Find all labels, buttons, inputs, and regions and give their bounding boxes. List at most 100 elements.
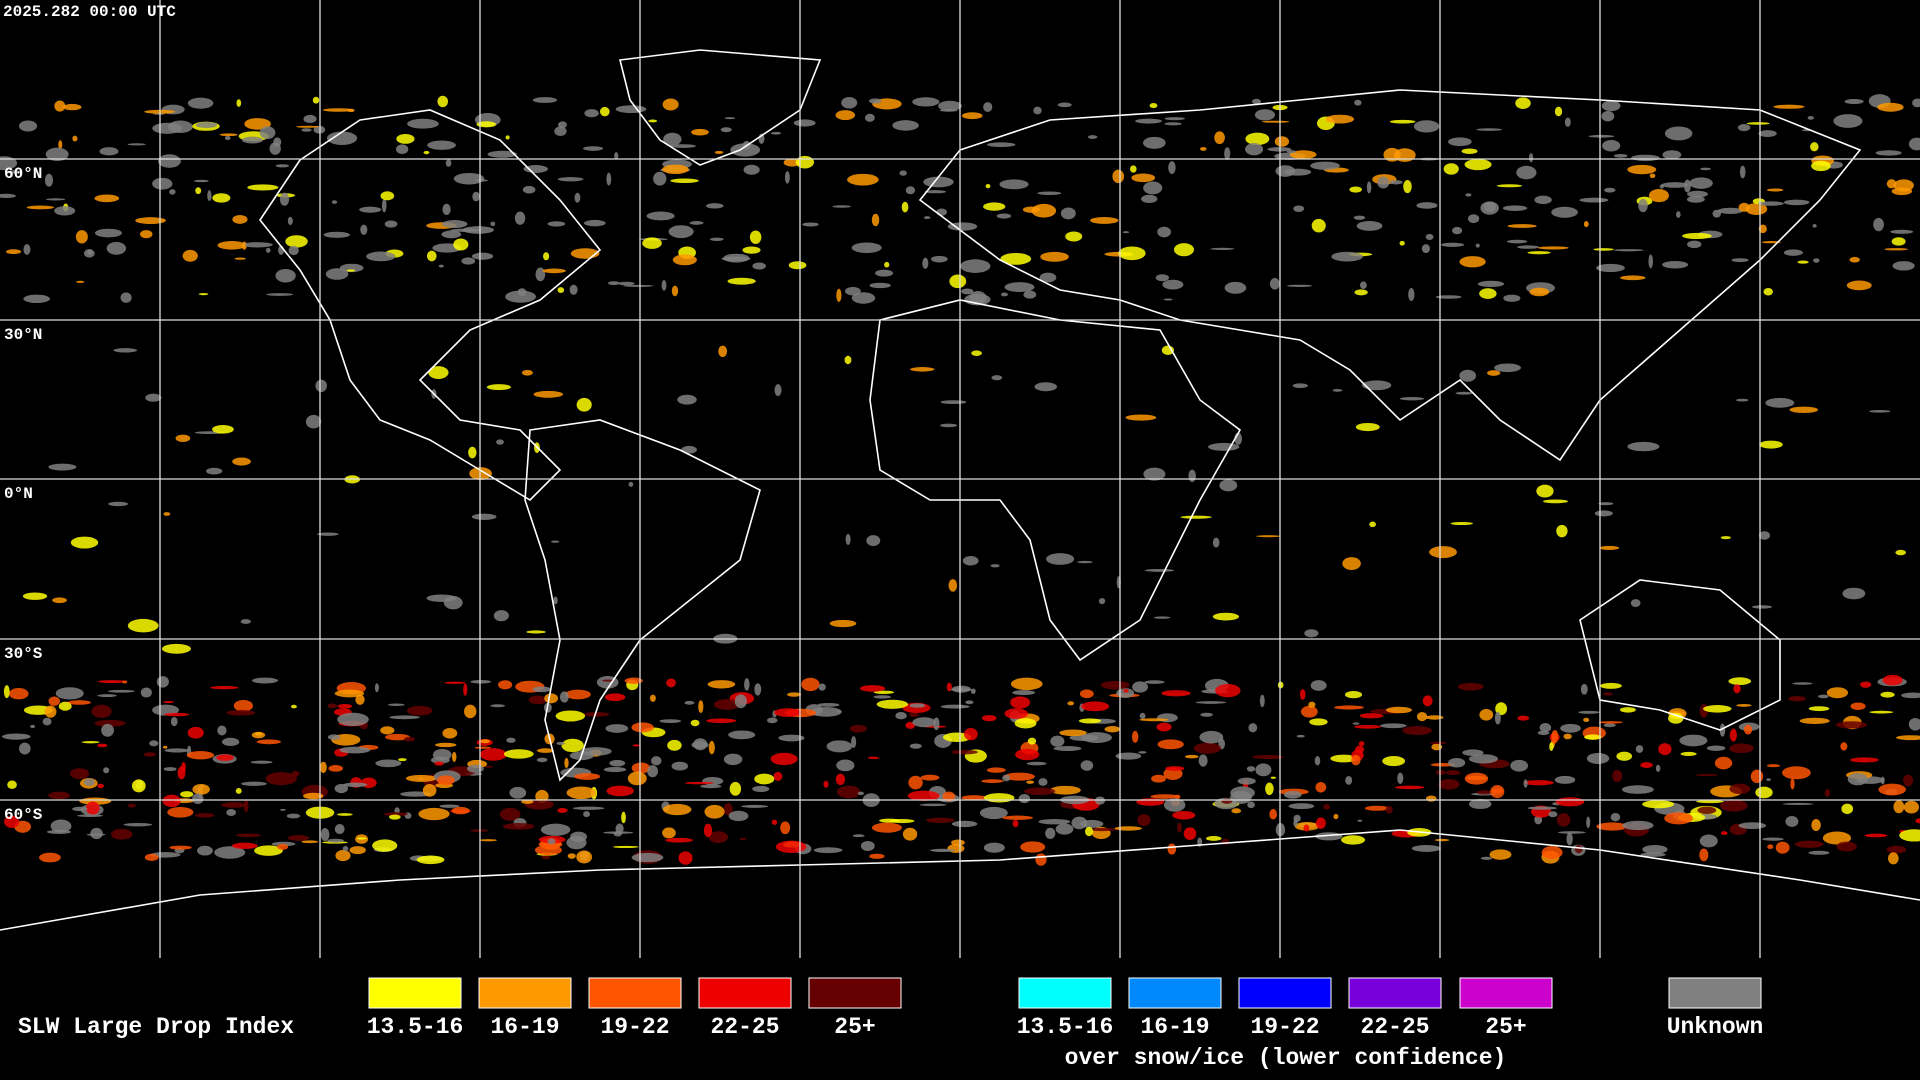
cloud-pixel: [1763, 287, 1773, 296]
cloud-pixel: [388, 814, 401, 820]
cloud-pixel: [0, 193, 16, 199]
cloud-pixel: [832, 205, 851, 208]
cloud-pixel: [4, 815, 20, 828]
coastline: [524, 419, 761, 782]
cloud-pixel: [48, 696, 60, 706]
cloud-pixel: [1627, 164, 1657, 175]
cloud-pixel: [97, 743, 108, 748]
cloud-pixel: [1903, 774, 1914, 787]
cloud-pixel: [671, 761, 689, 771]
latitude-label: 0°N: [4, 485, 33, 503]
cloud-pixel: [1046, 553, 1075, 565]
cloud-pixel: [1682, 232, 1712, 240]
cloud-pixel: [1435, 295, 1462, 299]
cloud-pixel: [1330, 754, 1358, 763]
cloud-pixel: [1783, 199, 1810, 206]
cloud-pixel: [198, 293, 209, 296]
cloud-pixel: [1662, 260, 1689, 269]
cloud-pixel: [1450, 521, 1473, 526]
cloud-pixel: [464, 704, 477, 719]
cloud-pixel: [1040, 251, 1069, 262]
cloud-pixel: [1354, 289, 1368, 296]
cloud-pixel: [693, 738, 708, 751]
cloud-pixel: [398, 758, 407, 762]
cloud-pixel: [729, 781, 742, 796]
cloud-pixel: [1383, 147, 1401, 162]
cloud-pixel: [1849, 256, 1860, 263]
cloud-pixel: [537, 748, 554, 753]
cloud-pixel: [899, 170, 907, 176]
cloud-pixel: [287, 834, 310, 841]
cloud-pixel: [108, 501, 129, 507]
cloud-pixel: [94, 194, 120, 203]
cloud-pixel: [1031, 203, 1057, 218]
cloud-pixel: [823, 780, 829, 788]
cloud-pixel: [1098, 597, 1106, 605]
cloud-pixel: [287, 216, 293, 226]
cloud-pixel: [94, 228, 122, 238]
cloud-pixel: [1287, 284, 1313, 288]
cloud-pixel: [156, 676, 169, 688]
cloud-pixel: [149, 740, 159, 747]
cloud-pixel: [187, 97, 214, 109]
cloud-pixel: [1847, 772, 1868, 786]
cloud-pixel: [103, 767, 110, 774]
cloud-pixel: [583, 219, 606, 227]
cloud-pixel: [526, 630, 546, 634]
cloud-pixel: [1341, 835, 1366, 845]
cloud-pixel: [1766, 778, 1771, 782]
cloud-pixel: [1359, 281, 1367, 290]
cloud-pixel: [801, 677, 820, 692]
cloud-pixel: [334, 824, 345, 835]
cloud-pixel: [1695, 773, 1718, 777]
cloud-pixel: [1563, 733, 1572, 740]
cloud-pixel: [1023, 290, 1037, 299]
cloud-pixel: [164, 748, 190, 753]
cloud-pixel: [728, 810, 749, 822]
cloud-pixel: [275, 164, 290, 168]
cloud-pixel: [471, 252, 494, 260]
cloud-pixel: [1586, 752, 1610, 764]
cloud-pixel: [1766, 764, 1781, 768]
cloud-pixel: [742, 246, 761, 254]
cloud-pixel: [713, 698, 741, 710]
cloud-pixel: [912, 97, 940, 107]
cloud-pixel: [195, 121, 218, 129]
cloud-pixel: [1598, 502, 1614, 506]
cloud-pixel: [167, 806, 194, 818]
cloud-pixel: [1261, 120, 1290, 123]
cloud-pixel: [135, 217, 166, 225]
cloud-pixel: [305, 414, 322, 429]
cloud-pixel: [1429, 741, 1447, 745]
cloud-pixel: [1248, 723, 1258, 733]
cloud-pixel: [583, 712, 610, 717]
cloud-pixel: [1506, 239, 1528, 244]
cloud-pixel: [1580, 683, 1588, 695]
cloud-pixel: [212, 193, 231, 203]
cloud-pixel: [1315, 817, 1326, 829]
cloud-pixel: [940, 423, 958, 428]
cloud-pixel: [557, 177, 584, 182]
cloud-pixel: [1908, 137, 1920, 151]
cloud-pixel: [1797, 260, 1809, 264]
cloud-pixel: [1785, 816, 1799, 827]
cloud-pixel: [1767, 844, 1774, 850]
cloud-pixel: [851, 292, 876, 304]
cloud-pixel: [221, 802, 247, 808]
cloud-pixel: [438, 264, 444, 268]
cloud-pixel: [1448, 758, 1466, 768]
cloud-pixel: [1459, 369, 1477, 382]
cloud-pixel: [677, 394, 697, 405]
cloud-pixel: [866, 535, 881, 547]
cloud-pixel: [1060, 207, 1076, 220]
cloud-pixel: [631, 722, 654, 733]
cloud-pixel: [1399, 240, 1405, 246]
cloud-pixel: [1468, 754, 1498, 764]
cloud-pixel: [1554, 775, 1576, 784]
cloud-pixel: [605, 724, 629, 733]
cloud-pixel: [1416, 711, 1428, 722]
cloud-pixel: [1172, 810, 1196, 820]
cloud-pixel: [1352, 722, 1360, 725]
cloud-pixel: [583, 811, 590, 818]
cloud-pixel: [1057, 102, 1072, 108]
